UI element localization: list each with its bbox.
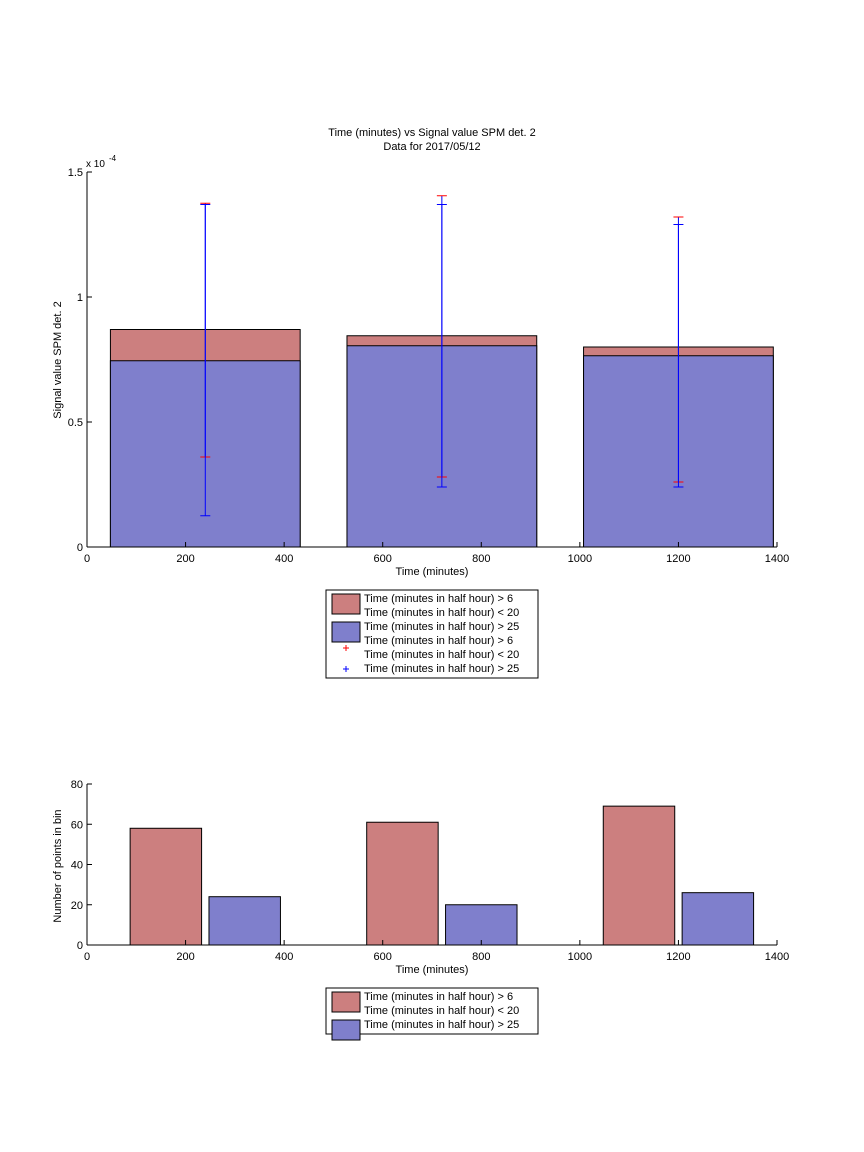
chart-title: Time (minutes) vs Signal value SPM det. …: [328, 127, 535, 139]
y-tick-label: 1: [77, 292, 83, 304]
y-tick-label: 1.5: [68, 167, 83, 179]
legend-box: [325, 589, 539, 679]
legend-swatch: [331, 991, 361, 1013]
x-tick-label: 600: [374, 553, 392, 565]
legend-box: [325, 987, 539, 1035]
bar-series-2: [681, 892, 755, 946]
chart-subtitle: Data for 2017/05/12: [383, 141, 480, 153]
axes: 0 200 400 600 800 1000 1200 1400 0 20 40 60 80: [71, 779, 789, 963]
y-exponent-base: x 10: [86, 159, 105, 170]
bar-series-1: [602, 805, 676, 946]
y-axis-label: Number of points in bin: [52, 809, 64, 922]
legend-label: Time (minutes in half hour) < 20: [364, 1005, 519, 1017]
bar-series-2: [445, 904, 518, 946]
legend-label: Time (minutes in half hour) > 25: [364, 621, 519, 633]
bar-series-1: [129, 827, 203, 946]
y-tick-label: 0: [77, 940, 83, 952]
legend-label: Time (minutes in half hour) > 25: [364, 663, 519, 675]
x-tick-label: 200: [176, 553, 194, 565]
x-tick-label: 0: [84, 553, 90, 565]
x-tick-label: 1000: [568, 951, 592, 963]
legend-label: Time (minutes in half hour) > 6: [364, 635, 513, 647]
x-tick-label: 1000: [568, 553, 592, 565]
x-tick-label: 800: [472, 553, 490, 565]
y-exponent-label: x 10 -4: [86, 154, 117, 170]
error-bars-layer: [200, 195, 684, 517]
x-axis-label: Time (minutes): [396, 964, 469, 976]
x-tick-label: 400: [275, 951, 293, 963]
x-tick-label: 0: [84, 951, 90, 963]
legend-label: Time (minutes in half hour) > 25: [364, 1019, 519, 1031]
y-tick-label: 80: [71, 779, 83, 791]
x-axis-label: Time (minutes): [396, 566, 469, 578]
legend: Time (minutes in half hour) > 6 Time (min…: [325, 589, 539, 679]
legend-swatch: [331, 593, 361, 615]
signal-chart: Time (minutes) vs Signal value SPM det. …: [52, 127, 790, 679]
legend: Time (minutes in half hour) > 6 Time (min…: [325, 987, 539, 1041]
x-tick-label: 600: [374, 951, 392, 963]
legend-label: Time (minutes in half hour) < 20: [364, 649, 519, 661]
bar-series-1: [366, 821, 439, 946]
y-axis-label: Signal value SPM det. 2: [52, 301, 64, 418]
legend-swatch: [331, 621, 361, 643]
x-tick-label: 1400: [765, 951, 789, 963]
legend-label: Time (minutes in half hour) < 20: [364, 607, 519, 619]
bar-series-2: [208, 896, 281, 946]
x-tick-label: 800: [472, 951, 490, 963]
x-tick-label: 1200: [666, 951, 690, 963]
y-tick-label: 20: [71, 900, 83, 912]
legend-swatch: [331, 1019, 361, 1041]
count-chart: 0 200 400 600 800 1000 1200 1400 0 20 40 60 80 Time …: [52, 779, 789, 1041]
y-tick-label: 60: [71, 819, 83, 831]
bars-layer: [129, 805, 755, 946]
y-exponent-power: -4: [109, 154, 117, 163]
y-tick-label: 0: [77, 542, 83, 554]
y-tick-label: 0.5: [68, 417, 83, 429]
legend-label: Time (minutes in half hour) > 6: [364, 593, 513, 605]
x-tick-label: 400: [275, 553, 293, 565]
y-tick-label: 40: [71, 860, 83, 872]
axes: 0 200 400 600 800 1000 1200 1400 0 0.5 1 1.5: [68, 167, 790, 565]
x-tick-label: 1400: [765, 553, 789, 565]
x-tick-label: 1200: [666, 553, 690, 565]
legend-label: Time (minutes in half hour) > 6: [364, 991, 513, 1003]
x-tick-label: 200: [176, 951, 194, 963]
